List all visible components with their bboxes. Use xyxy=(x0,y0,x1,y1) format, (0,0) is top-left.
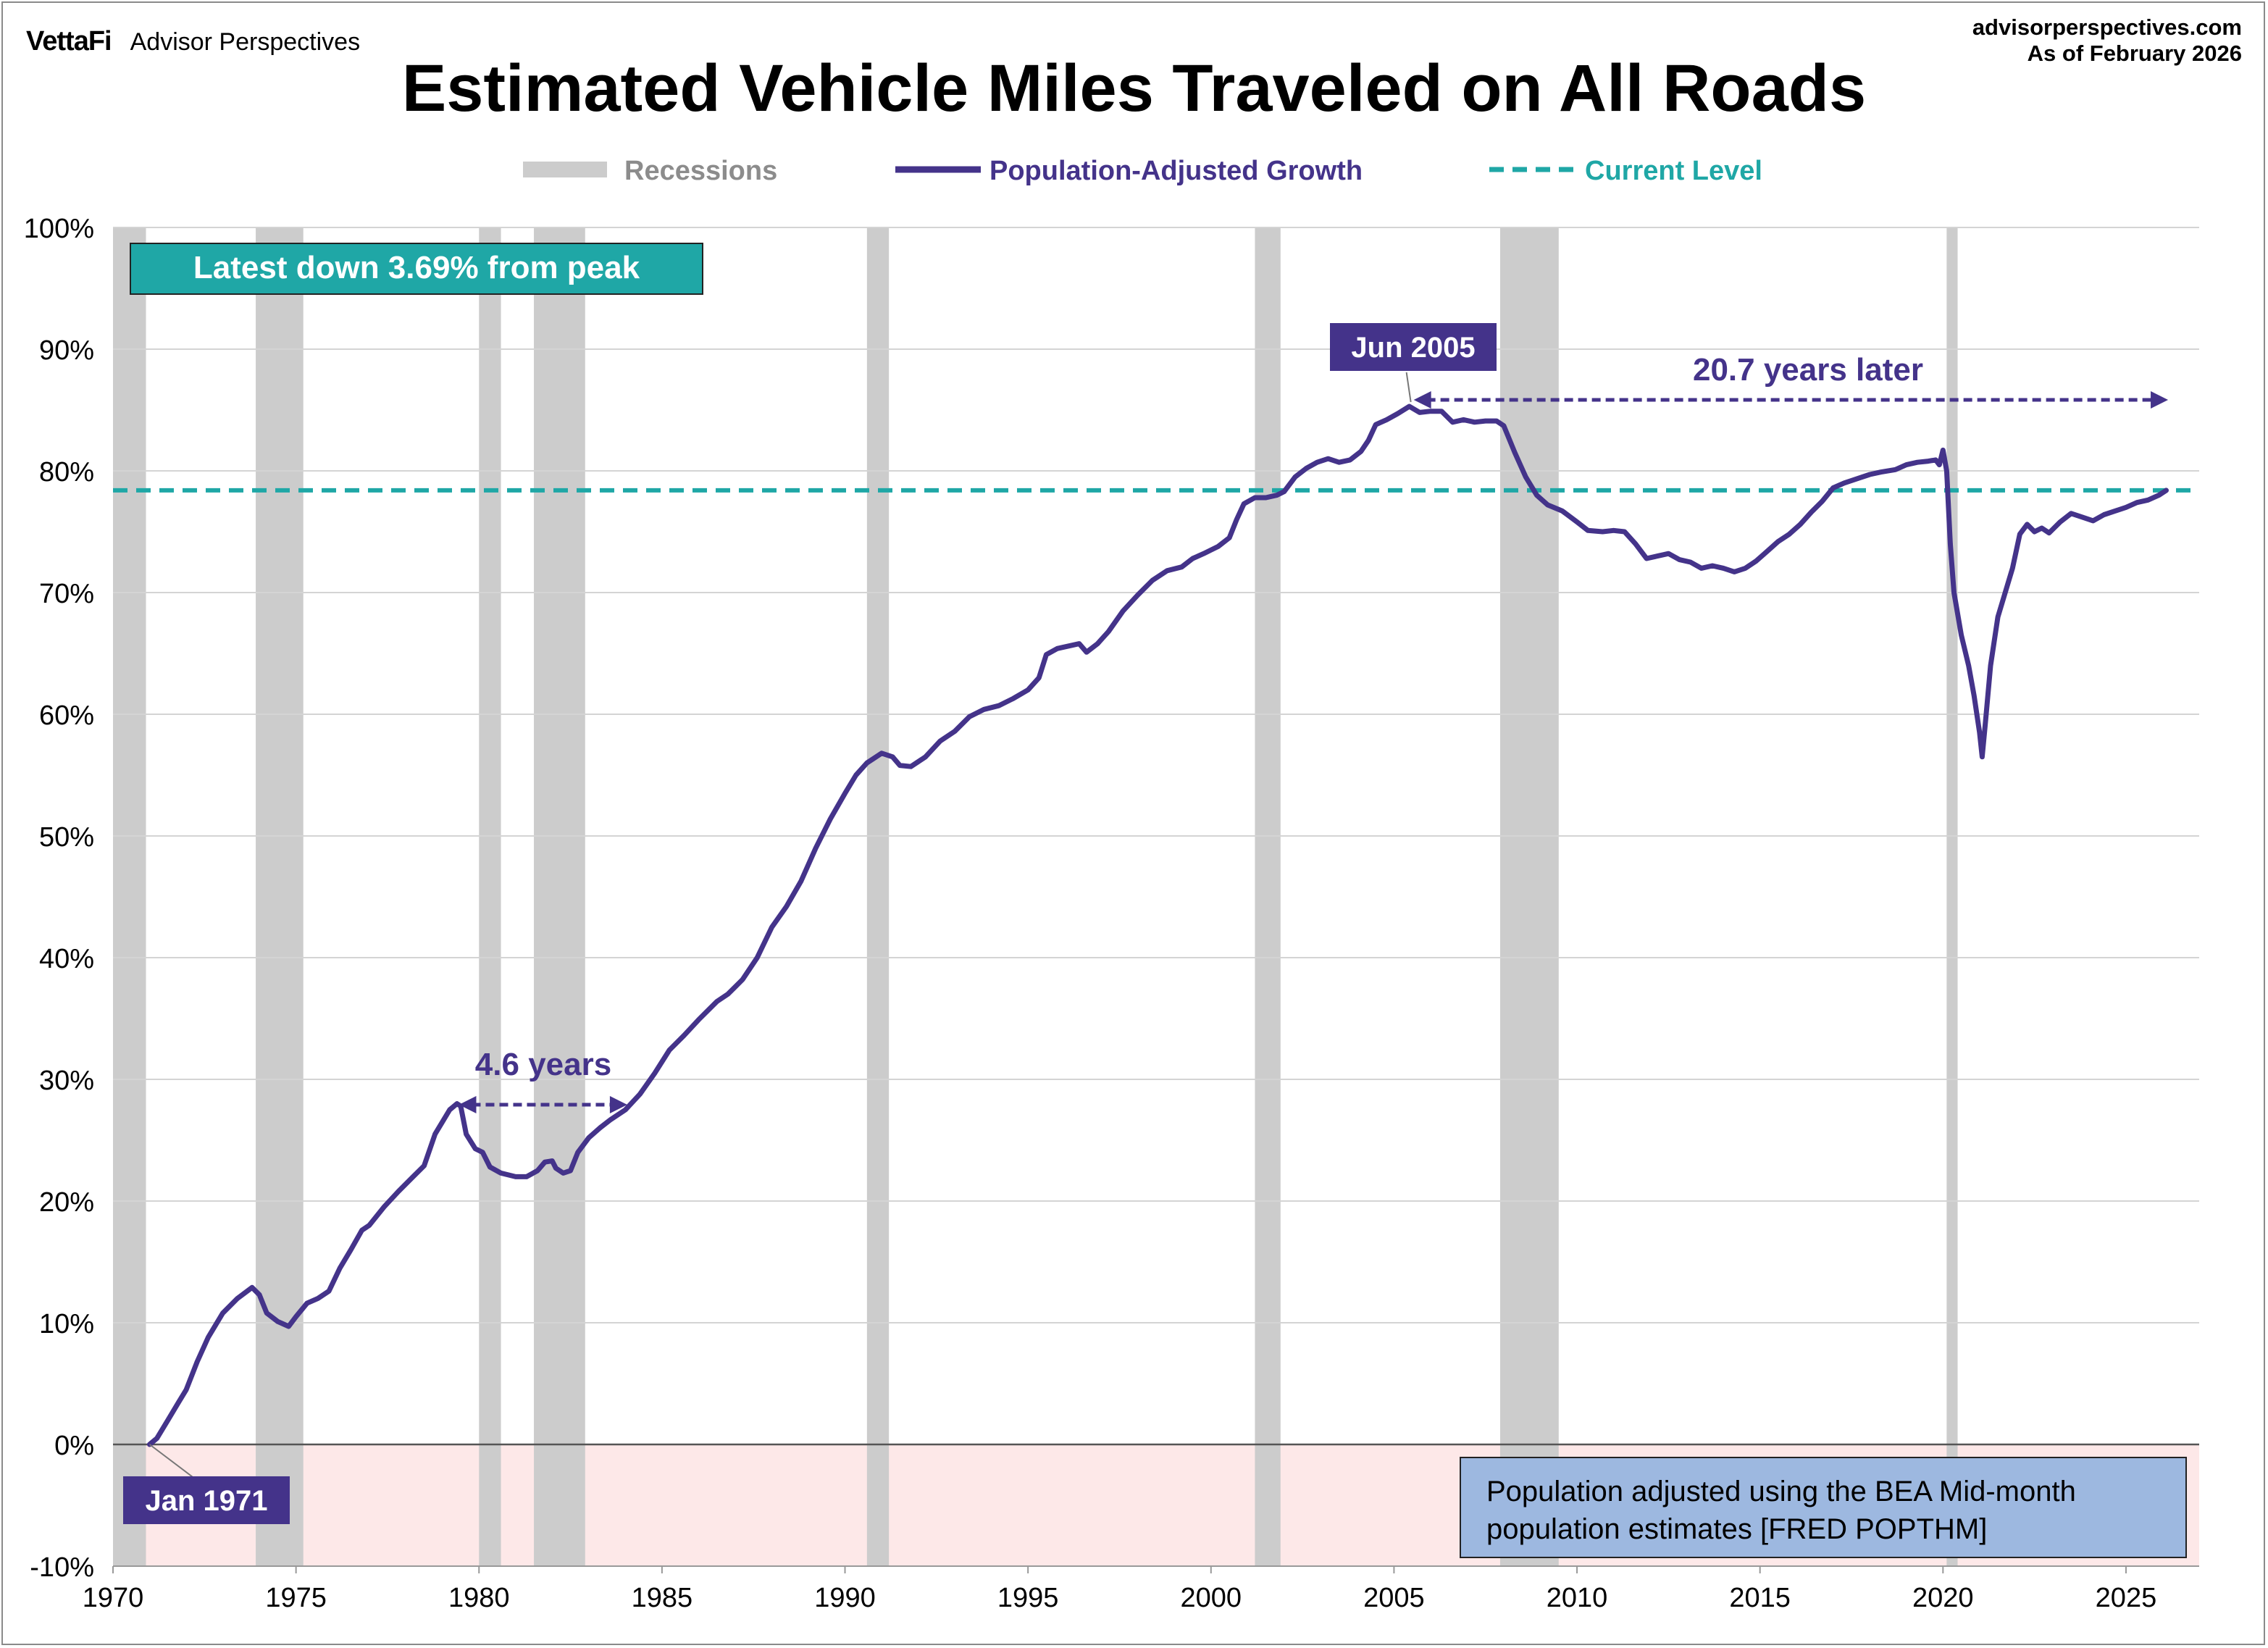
legend: Recessions Population-Adjusted Growth Cu… xyxy=(523,156,1762,186)
start-leader-line xyxy=(148,1444,196,1480)
plot-area: -10% 0% 10% 20% 30% 40% 50% 60% 70% 80% 90% 100% 197… xyxy=(24,214,2199,1613)
x-tick-label: 1975 xyxy=(265,1583,327,1613)
recession-band xyxy=(1255,227,1281,1566)
x-tick-label: 1995 xyxy=(997,1583,1059,1613)
recession-band xyxy=(866,227,890,1566)
y-tick-label: 10% xyxy=(39,1309,94,1339)
x-tick-label: 2000 xyxy=(1181,1583,1242,1613)
chart-title: Estimated Vehicle Miles Traveled on All … xyxy=(401,51,1867,125)
peak-leader-line xyxy=(1405,372,1412,403)
x-tick-label: 1980 xyxy=(448,1583,510,1613)
recession-band xyxy=(479,227,501,1566)
latest-down-box xyxy=(130,243,703,295)
recession-band xyxy=(256,227,304,1566)
x-tick-label: 2015 xyxy=(1729,1583,1791,1613)
source-site: advisorperspectives.com xyxy=(1972,14,2242,40)
note-box xyxy=(1460,1457,2187,1558)
brand-logo: VettaFi Advisor Perspectives xyxy=(26,26,360,57)
growth-series-line xyxy=(147,403,2169,1447)
note-line: population estimates [FRED POPTHM] xyxy=(1486,1513,1987,1545)
source-block: advisorperspectives.com As of February 2… xyxy=(1972,14,2242,67)
peak-label-box xyxy=(1330,323,1497,371)
y-tick-label: 0% xyxy=(54,1431,94,1461)
y-tick-label: 40% xyxy=(39,944,94,974)
gap-1979-arrow-head-left xyxy=(459,1096,477,1113)
y-tick-label: 70% xyxy=(39,579,94,609)
recession-band xyxy=(1499,227,1559,1566)
brand-name: VettaFi xyxy=(26,26,112,57)
x-tick-label: 1985 xyxy=(632,1583,693,1613)
y-tick-label: 100% xyxy=(24,214,94,244)
y-tick-label: 30% xyxy=(39,1066,94,1096)
latest-down-label: Latest down 3.69% from peak xyxy=(193,250,640,285)
x-tick-label: 1970 xyxy=(83,1583,144,1613)
as-of-date: As of February 2026 xyxy=(2027,41,2242,66)
legend-swatch-recessions xyxy=(523,162,607,177)
start-label: Jan 1971 xyxy=(145,1485,267,1517)
y-tick-label: -10% xyxy=(30,1552,94,1583)
x-tick-label: 1990 xyxy=(814,1583,876,1613)
y-tick-label: 50% xyxy=(39,822,94,853)
y-tick-label: 20% xyxy=(39,1187,94,1218)
start-label-box xyxy=(123,1476,290,1524)
legend-label-growth: Population-Adjusted Growth xyxy=(989,156,1363,186)
x-tick-label: 2005 xyxy=(1363,1583,1425,1613)
y-tick-label: 60% xyxy=(39,700,94,731)
x-tick-label: 2010 xyxy=(1547,1583,1608,1613)
brand-subtitle: Advisor Perspectives xyxy=(130,28,361,56)
gap-2005-arrow-head-right xyxy=(2151,391,2169,409)
recession-band xyxy=(1946,227,1958,1566)
y-tick-label: 80% xyxy=(39,457,94,488)
note-line: Population adjusted using the BEA Mid-mo… xyxy=(1486,1476,2076,1507)
x-tick-label: 2025 xyxy=(2096,1583,2157,1613)
x-tick-label: 2020 xyxy=(1912,1583,1974,1613)
gap-1979-label: 4.6 years xyxy=(475,1047,611,1082)
gap-1979-arrow-head-right xyxy=(609,1096,627,1113)
gap-2005-arrow-head-left xyxy=(1413,391,1431,409)
y-tick-label: 90% xyxy=(39,335,94,366)
recession-band xyxy=(113,227,146,1566)
gap-2005-label: 20.7 years later xyxy=(1693,352,1923,388)
legend-label-recessions: Recessions xyxy=(624,156,777,186)
recession-band xyxy=(534,227,585,1566)
legend-label-current: Current Level xyxy=(1585,156,1762,186)
peak-label: Jun 2005 xyxy=(1351,332,1475,364)
